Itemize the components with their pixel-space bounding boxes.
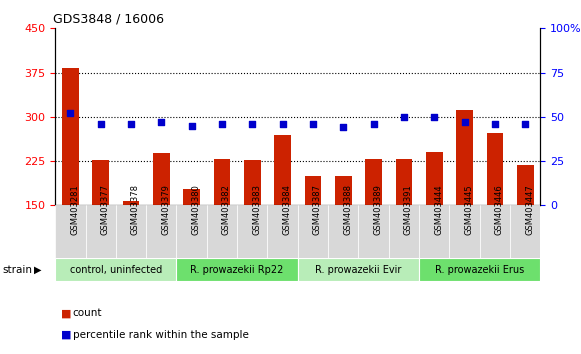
FancyBboxPatch shape — [207, 205, 237, 260]
FancyBboxPatch shape — [177, 205, 207, 260]
Bar — [426, 152, 443, 205]
Text: GSM403380: GSM403380 — [192, 184, 200, 235]
Point — [217, 121, 227, 127]
Text: GSM403447: GSM403447 — [525, 184, 534, 235]
Text: GDS3848 / 16006: GDS3848 / 16006 — [53, 13, 164, 26]
Point — [309, 121, 318, 127]
Point — [157, 119, 166, 125]
Bar — [486, 133, 503, 205]
Point — [429, 114, 439, 120]
FancyBboxPatch shape — [116, 205, 146, 260]
Point — [399, 114, 408, 120]
Point — [66, 110, 75, 116]
Text: GSM403445: GSM403445 — [465, 184, 474, 235]
Bar — [153, 153, 170, 205]
FancyBboxPatch shape — [480, 205, 510, 260]
Point — [490, 121, 500, 127]
Text: GSM403391: GSM403391 — [404, 184, 413, 235]
FancyBboxPatch shape — [419, 205, 449, 260]
Point — [187, 123, 196, 129]
Text: GSM403444: GSM403444 — [434, 184, 443, 235]
Point — [96, 121, 105, 127]
FancyBboxPatch shape — [85, 205, 116, 260]
FancyBboxPatch shape — [177, 258, 297, 281]
Text: GSM403446: GSM403446 — [495, 184, 504, 235]
Text: control, uninfected: control, uninfected — [70, 265, 162, 275]
Text: GSM403378: GSM403378 — [131, 184, 140, 235]
Bar — [335, 176, 352, 205]
Text: strain: strain — [3, 265, 33, 275]
FancyBboxPatch shape — [328, 205, 358, 260]
Point — [460, 119, 469, 125]
Point — [278, 121, 287, 127]
FancyBboxPatch shape — [449, 205, 480, 260]
Point — [248, 121, 257, 127]
Bar — [274, 135, 291, 205]
FancyBboxPatch shape — [267, 205, 297, 260]
Text: R. prowazekii Rp22: R. prowazekii Rp22 — [191, 265, 284, 275]
Text: GSM403384: GSM403384 — [282, 184, 292, 235]
Text: GSM403377: GSM403377 — [101, 184, 110, 235]
FancyBboxPatch shape — [389, 205, 419, 260]
Text: R. prowazekii Evir: R. prowazekii Evir — [315, 265, 401, 275]
FancyBboxPatch shape — [297, 205, 328, 260]
Text: GSM403383: GSM403383 — [252, 184, 261, 235]
Bar — [183, 189, 200, 205]
FancyBboxPatch shape — [510, 205, 540, 260]
Bar — [396, 159, 413, 205]
Bar — [92, 160, 109, 205]
Point — [126, 121, 135, 127]
Text: percentile rank within the sample: percentile rank within the sample — [73, 330, 249, 339]
Bar — [62, 68, 78, 205]
Point — [339, 125, 348, 130]
Text: ■: ■ — [61, 308, 71, 318]
Text: ■: ■ — [61, 330, 71, 339]
Text: ▶: ▶ — [34, 265, 41, 275]
Text: GSM403382: GSM403382 — [222, 184, 231, 235]
Text: GSM403389: GSM403389 — [374, 184, 382, 235]
Bar — [456, 110, 473, 205]
Text: count: count — [73, 308, 102, 318]
Text: GSM403281: GSM403281 — [70, 184, 80, 235]
FancyBboxPatch shape — [146, 205, 177, 260]
FancyBboxPatch shape — [419, 258, 540, 281]
Bar — [244, 160, 261, 205]
FancyBboxPatch shape — [55, 205, 85, 260]
FancyBboxPatch shape — [297, 258, 419, 281]
Text: GSM403388: GSM403388 — [343, 184, 352, 235]
Bar — [304, 176, 321, 205]
FancyBboxPatch shape — [237, 205, 267, 260]
Bar — [517, 165, 533, 205]
Bar — [214, 159, 230, 205]
Text: GSM403379: GSM403379 — [162, 184, 170, 235]
Point — [369, 121, 378, 127]
Bar — [365, 159, 382, 205]
FancyBboxPatch shape — [358, 205, 389, 260]
Text: GSM403387: GSM403387 — [313, 184, 322, 235]
Text: R. prowazekii Erus: R. prowazekii Erus — [435, 265, 524, 275]
Bar — [123, 201, 139, 205]
Point — [521, 121, 530, 127]
FancyBboxPatch shape — [55, 258, 177, 281]
